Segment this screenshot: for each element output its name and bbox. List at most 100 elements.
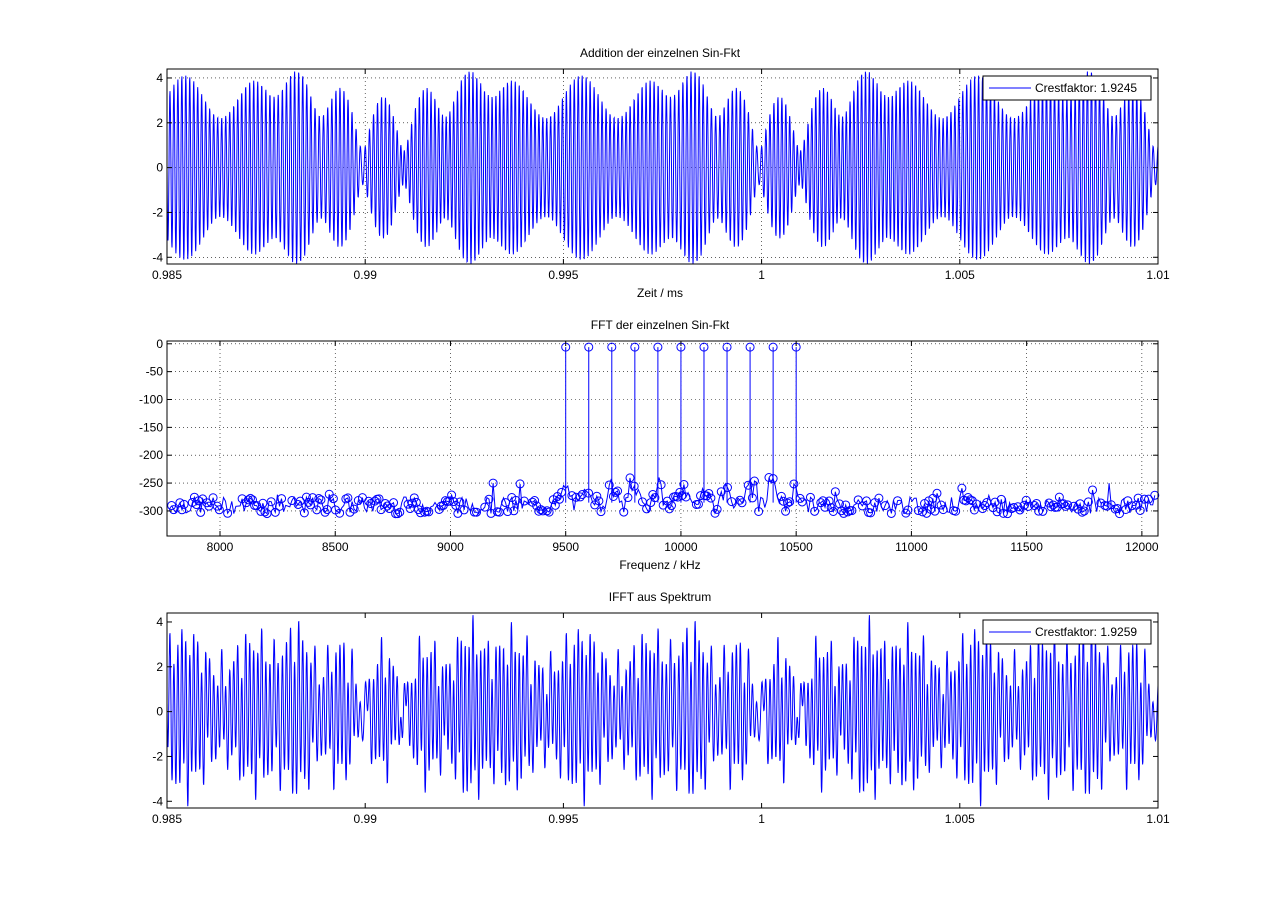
noise-marker: [706, 493, 716, 503]
noise-marker: [805, 492, 815, 502]
noise-marker: [666, 501, 676, 511]
noise-marker: [1054, 492, 1064, 502]
panel-1-xlabel: Zeit / ms: [637, 286, 683, 300]
panel-1-axes-frame: [166, 68, 1159, 265]
panel-3-legend: Crestfaktor: 1.9259: [982, 619, 1152, 645]
noise-marker: [1115, 509, 1125, 519]
noise-marker: [177, 505, 187, 515]
noise-marker: [1133, 493, 1143, 503]
noise-marker: [364, 496, 374, 506]
noise-marker: [847, 506, 857, 516]
panel-3-title: IFFT aus Spektrum: [609, 590, 711, 604]
panel-2-ticks: 8000 8500 9000 9500 10000 10500 11000 11500 1200…: [139, 337, 1159, 554]
y-tick-label: -4: [152, 250, 163, 264]
noise-marker: [712, 504, 722, 514]
noise-marker: [447, 490, 457, 500]
noise-marker: [679, 479, 689, 489]
noise-marker: [693, 499, 703, 509]
y-tick-label: 0: [156, 161, 163, 175]
noise-marker: [781, 506, 791, 516]
x-tick-label: 11000: [895, 540, 928, 554]
noise-marker: [866, 508, 876, 518]
noise-marker: [1150, 490, 1160, 500]
noise-marker: [834, 499, 844, 509]
noise-marker: [737, 498, 747, 508]
noise-marker: [316, 495, 326, 505]
peak-marker: [699, 342, 709, 352]
peak-marker: [630, 342, 640, 352]
y-tick-label: -50: [146, 365, 164, 379]
noise-marker: [1059, 499, 1069, 509]
y-tick-label: 4: [156, 615, 163, 629]
panel-3-plot-area: [166, 615, 1159, 807]
noise-marker: [554, 494, 564, 504]
noise-marker: [716, 487, 726, 497]
x-tick-label: 1.01: [1146, 268, 1170, 282]
x-tick-label: 1.005: [945, 812, 975, 826]
noise-marker: [596, 507, 606, 517]
x-tick-label: 9500: [552, 540, 579, 554]
y-tick-label: 0: [156, 705, 163, 719]
peak-marker: [745, 342, 755, 352]
panel-3-ticks: 0.985 0.99 0.995 1 1.005 1.01 -4 -2 0 2 4: [152, 613, 1170, 826]
noise-marker: [320, 507, 330, 517]
noise-marker: [299, 508, 309, 518]
peak-marker: [653, 342, 663, 352]
x-tick-label: 1.005: [945, 268, 975, 282]
noise-marker: [957, 483, 967, 493]
noise-marker: [619, 507, 629, 517]
x-tick-label: 8000: [207, 540, 234, 554]
noise-marker: [480, 502, 490, 512]
panel-1-time-signal: Addition der einzelnen Sin-Fkt 0.985 0.99…: [152, 46, 1170, 300]
noise-marker: [903, 505, 913, 515]
noise-marker: [277, 494, 287, 504]
signal-line: [166, 615, 1159, 807]
x-tick-label: 1: [758, 268, 765, 282]
y-tick-label: -4: [152, 794, 163, 808]
noise-marker: [704, 488, 714, 498]
noise-marker: [820, 502, 830, 512]
noise-marker: [992, 507, 1002, 517]
panel-1-title: Addition der einzelnen Sin-Fkt: [580, 46, 741, 60]
noise-marker: [328, 494, 338, 504]
noise-marker: [208, 493, 218, 503]
noise-marker: [409, 493, 419, 503]
panel-2-spectrum: FFT der einzelnen Sin-Fkt 8000 8500 9000 95…: [139, 318, 1160, 572]
y-tick-label: -300: [139, 504, 163, 518]
y-tick-label: -200: [139, 448, 163, 462]
noise-marker: [874, 493, 884, 503]
peak-marker: [768, 342, 778, 352]
y-tick-label: 0: [156, 337, 163, 351]
panel-2-xlabel: Frequenz / kHz: [619, 558, 700, 572]
noise-marker: [509, 506, 519, 516]
noise-marker: [335, 508, 345, 518]
y-tick-label: -2: [152, 205, 163, 219]
noise-marker: [530, 496, 540, 506]
noise-marker: [1063, 500, 1073, 510]
y-tick-label: 2: [156, 660, 163, 674]
noise-marker: [642, 504, 652, 514]
noise-marker: [308, 493, 318, 503]
noise-marker: [196, 507, 206, 517]
noise-marker: [577, 489, 587, 499]
x-tick-label: 0.99: [354, 268, 378, 282]
noise-marker: [592, 491, 602, 501]
x-tick-label: 0.995: [548, 812, 578, 826]
peak-marker: [722, 342, 732, 352]
panel-3-ifft-signal: IFFT aus Spektrum 0.985 0.99 0.995 1 1.005 1.…: [152, 590, 1170, 826]
x-tick-label: 1: [758, 812, 765, 826]
noise-marker: [341, 494, 351, 504]
noise-marker: [374, 494, 384, 504]
noise-marker: [258, 498, 268, 508]
noise-marker: [245, 493, 255, 503]
noise-marker: [702, 491, 712, 501]
y-tick-label: -250: [139, 476, 163, 490]
panel-3-legend-entry: Crestfaktor: 1.9259: [1035, 625, 1137, 639]
peak-marker: [607, 342, 617, 352]
panel-1-legend-entry: Crestfaktor: 1.9245: [1035, 81, 1137, 95]
noise-marker: [214, 505, 224, 515]
noise-marker: [472, 507, 482, 517]
noise-marker: [389, 498, 399, 508]
y-tick-label: 4: [156, 71, 163, 85]
